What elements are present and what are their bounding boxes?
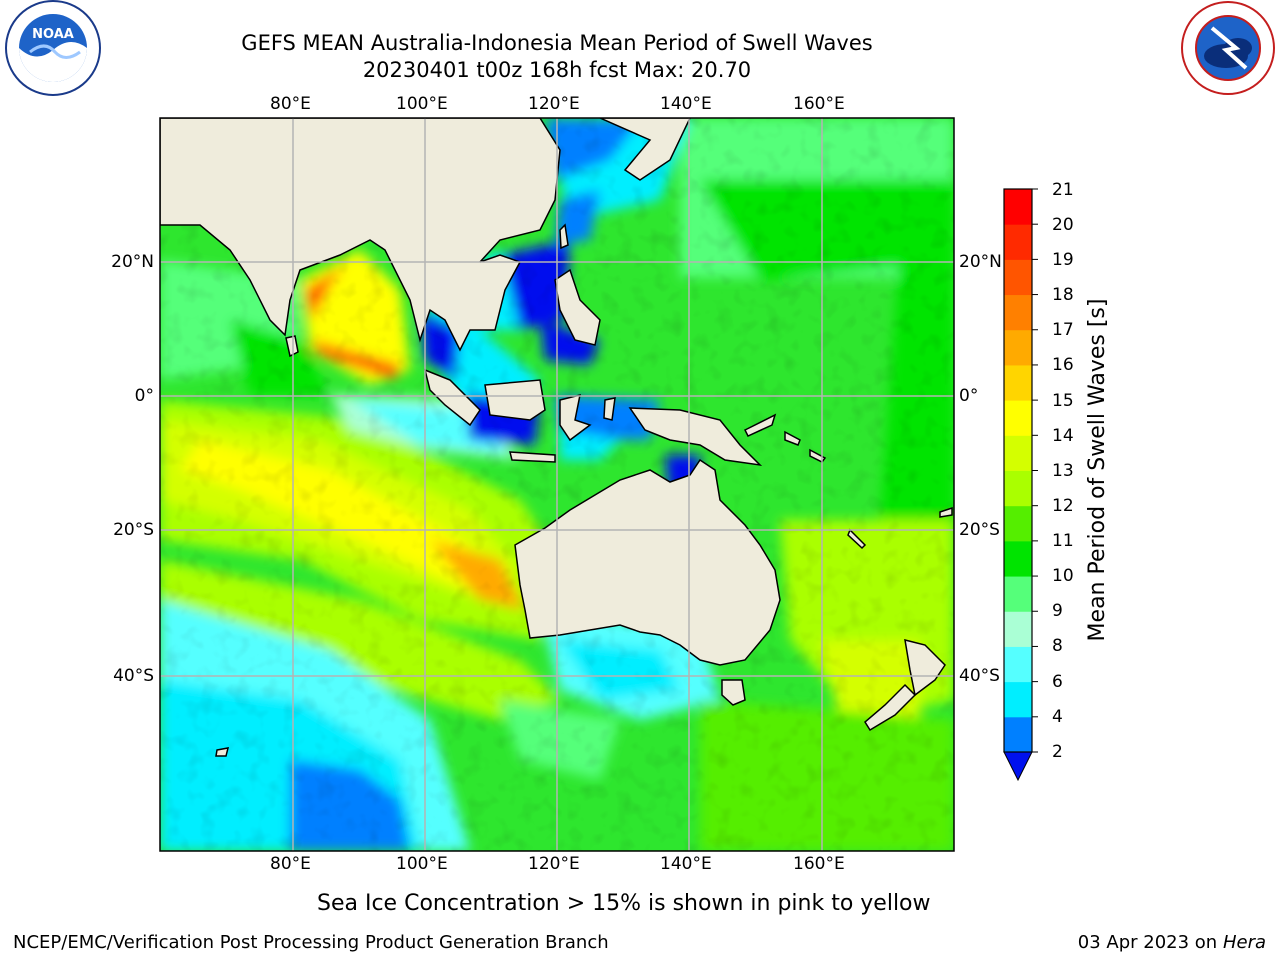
- colorbar-bin: [1004, 505, 1032, 542]
- colorbar-tick-14: 14: [1052, 426, 1074, 446]
- lon-label-bottom-100e: 100°E: [396, 854, 448, 874]
- land-masses: [160, 118, 953, 757]
- colorbar-tick-12: 12: [1052, 496, 1074, 516]
- colorbar-bin: [1004, 681, 1032, 718]
- lon-label-top-160e: 160°E: [793, 94, 845, 114]
- lat-label-left-40s: 40°S: [113, 666, 154, 686]
- colorbar-tick-17: 17: [1052, 320, 1074, 340]
- colorbar-bin: [1004, 576, 1032, 612]
- colorbar-tick-13: 13: [1052, 461, 1074, 481]
- map-title-line2: 20230401 t00z 168h fcst Max: 20.70: [362, 58, 752, 82]
- footer-producer: NCEP/EMC/Verification Post Processing Pr…: [13, 932, 609, 953]
- lat-label-right-40s: 40°S: [959, 666, 1000, 686]
- colorbar-tick-18: 18: [1052, 285, 1074, 305]
- lon-label-top-100e: 100°E: [396, 94, 448, 114]
- lon-label-top-140e: 140°E: [660, 94, 712, 114]
- footer-machine: Hera: [1222, 932, 1266, 953]
- colorbar-tick-6: 6: [1052, 672, 1063, 692]
- lon-label-top-120e: 120°E: [528, 94, 580, 114]
- colorbar-tick-21: 21: [1052, 180, 1074, 200]
- sea-ice-note: Sea Ice Concentration > 15% is shown in …: [317, 891, 931, 916]
- lat-label-right-20n: 20°N: [959, 252, 1002, 272]
- colorbar-bin: [1004, 646, 1032, 683]
- colorbar-label: Mean Period of Swell Waves [s]: [1085, 298, 1110, 642]
- colorbar-tick-11: 11: [1052, 531, 1074, 551]
- colorbar-bin: [1004, 259, 1032, 296]
- colorbar-tick-10: 10: [1052, 566, 1074, 586]
- colorbar-tick-15: 15: [1052, 391, 1074, 411]
- colorbar-tick-8: 8: [1052, 636, 1063, 656]
- colorbar-bin: [1004, 611, 1032, 647]
- lon-label-bottom-120e: 120°E: [528, 854, 580, 874]
- colorbar-bin: [1004, 470, 1032, 507]
- lon-label-bottom-140e: 140°E: [660, 854, 712, 874]
- colorbar-tick-20: 20: [1052, 215, 1074, 235]
- colorbar-bin: [1004, 224, 1032, 260]
- lat-label-right-0: 0°: [959, 386, 979, 406]
- lat-label-left-20n: 20°N: [111, 252, 154, 272]
- noaa-logo-text: NOAA: [32, 27, 74, 42]
- footer-date: 03 Apr 2023 on: [1077, 932, 1223, 953]
- colorbar-tick-9: 9: [1052, 601, 1063, 621]
- map-frame: [159, 117, 955, 852]
- map-title-line1: GEFS MEAN Australia-Indonesia Mean Perio…: [241, 31, 873, 55]
- lat-label-left-0: 0°: [134, 386, 154, 406]
- colorbar-bin: [1004, 435, 1032, 471]
- lon-label-bottom-160e: 160°E: [793, 854, 845, 874]
- footer-timestamp: 03 Apr 2023 on Hera: [1078, 932, 1266, 954]
- lon-label-bottom-80e: 80°E: [270, 854, 311, 874]
- colorbar-tick-2: 2: [1052, 742, 1063, 762]
- colorbar-bin: [1004, 540, 1032, 577]
- colorbar-tick-16: 16: [1052, 355, 1074, 375]
- swell-period-field: [160, 118, 954, 851]
- lon-label-top-80e: 80°E: [270, 94, 311, 114]
- graticule: [160, 118, 954, 851]
- colorbar-bin: [1004, 716, 1032, 753]
- lat-label-right-20s: 20°S: [959, 520, 1000, 540]
- colorbar-extend-arrow: [1003, 751, 1033, 782]
- colorbar-bin: [1004, 400, 1032, 436]
- colorbar-bin: [1004, 329, 1032, 366]
- colorbar-tick-19: 19: [1052, 250, 1074, 270]
- colorbar-bin: [1004, 189, 1032, 225]
- noaa-logo: NOAA: [5, 0, 101, 96]
- colorbar-bin: [1004, 364, 1032, 401]
- colorbar: [1003, 188, 1038, 782]
- national-weather-service-logo: [1181, 1, 1275, 95]
- colorbar-tick-4: 4: [1052, 707, 1063, 727]
- colorbar-bin: [1004, 294, 1032, 331]
- lat-label-left-20s: 20°S: [113, 520, 154, 540]
